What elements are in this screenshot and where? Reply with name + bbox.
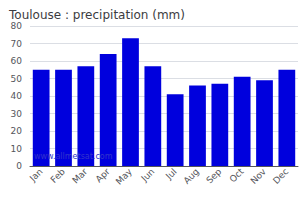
- svg-text:80: 80: [11, 21, 23, 31]
- svg-text:0: 0: [16, 161, 22, 171]
- svg-text:Oct: Oct: [228, 166, 246, 184]
- svg-text:Mar: Mar: [70, 166, 89, 185]
- svg-text:Apr: Apr: [94, 166, 112, 184]
- svg-text:Dec: Dec: [271, 166, 290, 185]
- svg-text:40: 40: [11, 91, 23, 101]
- svg-text:Sep: Sep: [204, 166, 223, 185]
- svg-text:www.allmetsat.com: www.allmetsat.com: [34, 152, 113, 161]
- svg-text:Nov: Nov: [249, 166, 269, 186]
- svg-text:Feb: Feb: [49, 166, 68, 185]
- svg-text:50: 50: [11, 74, 23, 84]
- svg-text:70: 70: [11, 39, 23, 49]
- svg-text:30: 30: [11, 109, 23, 119]
- svg-text:Jan: Jan: [27, 166, 45, 184]
- svg-text:Aug: Aug: [182, 166, 201, 185]
- svg-text:60: 60: [11, 56, 23, 66]
- svg-text:20: 20: [11, 126, 23, 136]
- svg-text:Jul: Jul: [163, 166, 178, 181]
- svg-text:10: 10: [11, 144, 23, 154]
- svg-text:Jun: Jun: [139, 166, 157, 184]
- svg-text:May: May: [114, 166, 135, 187]
- svg-text:Toulouse : precipitation (mm): Toulouse : precipitation (mm): [8, 8, 185, 22]
